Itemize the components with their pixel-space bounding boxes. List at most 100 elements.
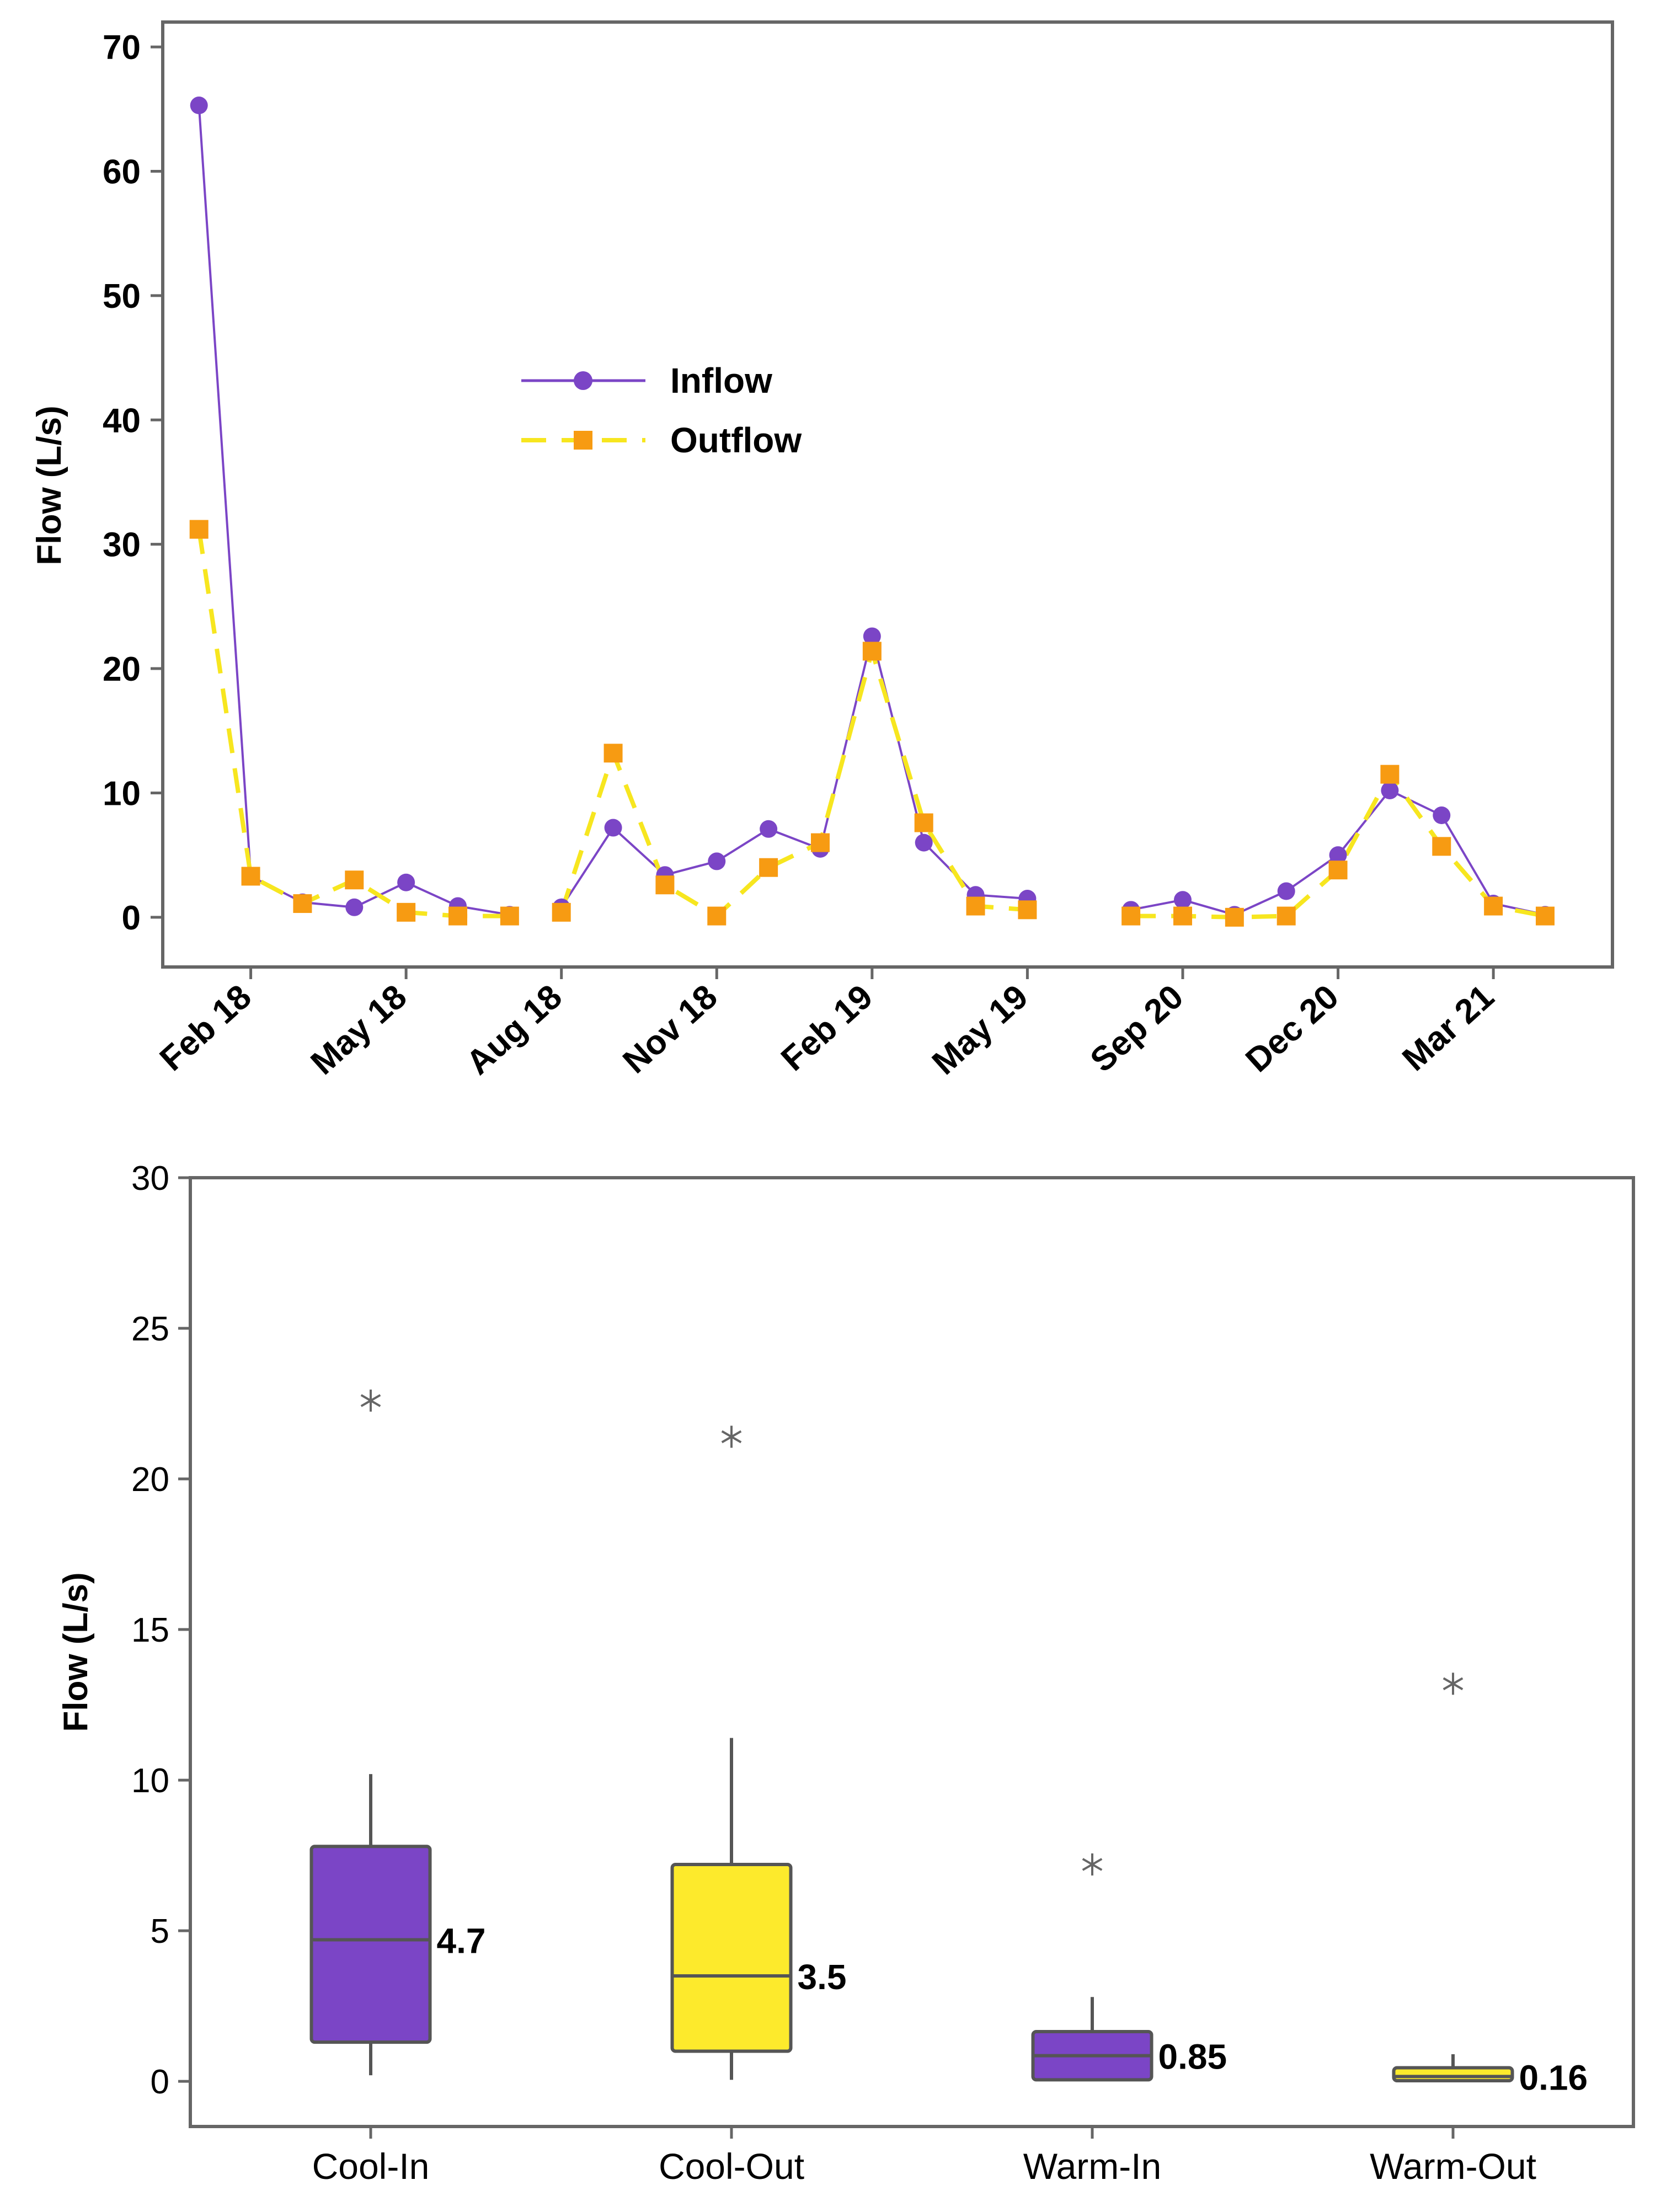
outflow-point	[241, 867, 260, 886]
outflow-point	[1018, 900, 1037, 920]
warm-out-median-label: 0.16	[1519, 2058, 1588, 2097]
x-tick-label: Warm-In	[1023, 2146, 1162, 2187]
inflow-point	[345, 898, 364, 916]
warm-in-outlier	[1082, 1853, 1103, 1876]
line-chart-y-axis-label: Flow (L/s)	[30, 405, 68, 565]
inflow-point	[708, 852, 726, 870]
outflow-point	[707, 906, 727, 926]
y-tick-label: 60	[103, 153, 141, 191]
cool-out-box	[670, 1862, 793, 2053]
outlier-stroke	[1443, 1677, 1464, 1691]
x-tick-label: May 19	[925, 977, 1035, 1082]
y-tick-label: 20	[131, 1461, 169, 1499]
outflow-point	[1535, 906, 1555, 926]
cool-out-outlier	[721, 1425, 742, 1448]
inflow-point	[1173, 891, 1192, 909]
outflow-point	[655, 875, 675, 895]
cool-in-median-label: 4.7	[437, 1921, 486, 1960]
outflow-point	[966, 896, 985, 916]
cool-out-median-label: 3.5	[798, 1957, 847, 1997]
y-tick-label: 50	[103, 277, 141, 316]
box-plot-boxes: 4.7 3.5 0.85 0.16	[309, 1390, 1588, 2097]
outflow-point	[1225, 907, 1244, 927]
x-tick-label: Nov 18	[616, 977, 724, 1081]
outflow-point	[1380, 765, 1400, 784]
outlier-stroke	[1082, 1858, 1103, 1871]
y-tick-label: 10	[131, 1762, 169, 1800]
outflow-point	[552, 902, 571, 922]
box-plot-y-axis: 0 5 10 15 20 25 30	[131, 1160, 190, 2101]
y-tick-label: 40	[103, 402, 141, 440]
x-tick-label: Dec 20	[1238, 977, 1346, 1080]
line-chart-frame	[161, 20, 1614, 969]
y-tick-label: 0	[122, 899, 141, 937]
y-tick-label: 70	[103, 29, 141, 67]
outlier-stroke	[721, 1430, 742, 1444]
outflow-point	[1277, 906, 1296, 926]
x-tick-label: Cool-In	[312, 2146, 430, 2187]
legend-outflow-marker	[574, 431, 592, 450]
inflow-point	[1381, 781, 1399, 799]
outflow-point	[914, 813, 933, 832]
x-tick-label: Sep 20	[1083, 977, 1191, 1080]
outflow-point	[189, 520, 209, 539]
y-tick-label: 10	[103, 774, 141, 813]
cool-in-outlier	[360, 1390, 381, 1412]
line-chart-y-axis: 0 10 20 30 40 50 60 70	[103, 29, 163, 937]
legend-inflow-marker	[574, 371, 592, 390]
outflow-point	[1432, 837, 1451, 856]
outlier-stroke	[360, 1394, 381, 1407]
line-chart-legend: Inflow Outflow	[521, 361, 802, 460]
outflow-point	[448, 906, 467, 926]
x-tick-label: Warm-Out	[1370, 2146, 1536, 2187]
y-tick-label: 0	[151, 2063, 169, 2101]
box-plot-x-axis: Cool-In Cool-Out Warm-In Warm-Out	[312, 2126, 1536, 2187]
outflow-point	[500, 906, 519, 926]
outflow-point	[862, 642, 882, 661]
outflow-point	[759, 858, 778, 877]
outflow-point	[1484, 896, 1503, 916]
outflow-point	[1173, 906, 1192, 926]
box-plot: 0 5 10 15 20 25 30 Cool-In Cool-Out Warm-In Warm-…	[57, 1160, 1635, 2187]
line-chart: 0 10 20 30 40 50 60 70 Feb 18 May 18 Aug 18 Nov 18…	[30, 20, 1614, 1082]
x-tick-label: Cool-Out	[659, 2146, 804, 2187]
x-tick-label: Feb 19	[774, 977, 880, 1078]
outflow-point	[1121, 906, 1141, 926]
inflow-point	[1277, 882, 1295, 900]
line-chart-series	[189, 97, 1555, 927]
outflow-point	[397, 902, 416, 922]
warm-out-outlier	[1443, 1673, 1464, 1695]
outflow-point	[1328, 861, 1348, 880]
y-tick-label: 15	[131, 1611, 169, 1649]
inflow-point	[1433, 806, 1451, 825]
inflow-point	[1329, 846, 1347, 864]
box-plot-y-axis-label: Flow (L/s)	[57, 1572, 95, 1732]
y-tick-label: 20	[103, 650, 141, 688]
cool-in-box	[309, 1845, 432, 2044]
x-tick-label: Mar 21	[1395, 977, 1501, 1078]
inflow-point	[915, 833, 933, 852]
inflow-point	[760, 820, 778, 838]
line-chart-x-axis: Feb 18 May 18 Aug 18 Nov 18 Feb 19 May 19 Sep …	[153, 967, 1501, 1082]
warm-out-box	[1392, 2066, 1514, 2083]
inflow-point	[190, 97, 208, 115]
y-tick-label: 30	[103, 526, 141, 564]
inflow-point	[604, 819, 622, 837]
inflow-point	[863, 627, 881, 645]
y-tick-label: 25	[131, 1310, 169, 1348]
x-tick-label: Feb 18	[153, 977, 259, 1078]
y-tick-label: 30	[131, 1160, 169, 1198]
outflow-point	[810, 833, 830, 852]
x-tick-label: Aug 18	[459, 977, 569, 1082]
legend-outflow-label: Outflow	[670, 420, 802, 460]
y-tick-label: 5	[151, 1912, 169, 1951]
warm-in-median-label: 0.85	[1158, 2037, 1227, 2077]
inflow-point	[397, 873, 415, 891]
legend-inflow-label: Inflow	[670, 361, 772, 400]
outflow-point	[603, 744, 623, 763]
outflow-point	[293, 894, 312, 913]
outflow-point	[345, 870, 364, 890]
x-tick-label: May 18	[304, 977, 414, 1082]
inflow-line	[560, 635, 1028, 908]
